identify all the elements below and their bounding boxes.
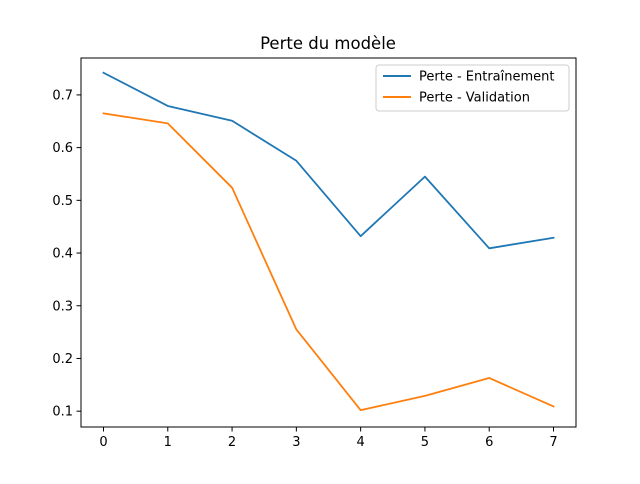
series-line-0 bbox=[102, 71, 555, 250]
chart-title: Perte du modèle bbox=[260, 34, 396, 53]
x-tick-label-0: 0 bbox=[99, 435, 107, 450]
y-tick-label-0: 0.1 bbox=[52, 405, 73, 420]
y-tick-label-5: 0.6 bbox=[52, 141, 73, 156]
x-tick-label-1: 1 bbox=[164, 435, 172, 450]
legend-box bbox=[375, 64, 570, 112]
x-tick-label-2: 2 bbox=[228, 435, 236, 450]
legend: Perte - Entraînement Perte - Validation bbox=[375, 64, 570, 112]
y-tick-label-3: 0.4 bbox=[52, 247, 73, 262]
series-line-1 bbox=[102, 112, 555, 412]
legend-label-train: Perte - Entraînement bbox=[419, 70, 554, 85]
x-tick-label-7: 7 bbox=[549, 435, 557, 450]
x-tick-label-6: 6 bbox=[485, 435, 493, 450]
legend-label-validation: Perte - Validation bbox=[419, 91, 530, 106]
y-tick-label-2: 0.3 bbox=[52, 299, 73, 314]
plot-frame bbox=[80, 57, 577, 428]
plot-area bbox=[102, 71, 555, 412]
x-tick-label-4: 4 bbox=[357, 435, 365, 450]
axes: 0 1 2 3 4 5 6 7 0.1 0.2 0.3 0.4 0.5 0.6 0.7 bbox=[52, 88, 557, 450]
x-tick-label-3: 3 bbox=[292, 435, 300, 450]
x-tick-label-5: 5 bbox=[421, 435, 429, 450]
y-tick-label-4: 0.5 bbox=[52, 194, 73, 209]
y-tick-label-1: 0.2 bbox=[52, 352, 73, 367]
y-tick-label-6: 0.7 bbox=[52, 88, 73, 103]
